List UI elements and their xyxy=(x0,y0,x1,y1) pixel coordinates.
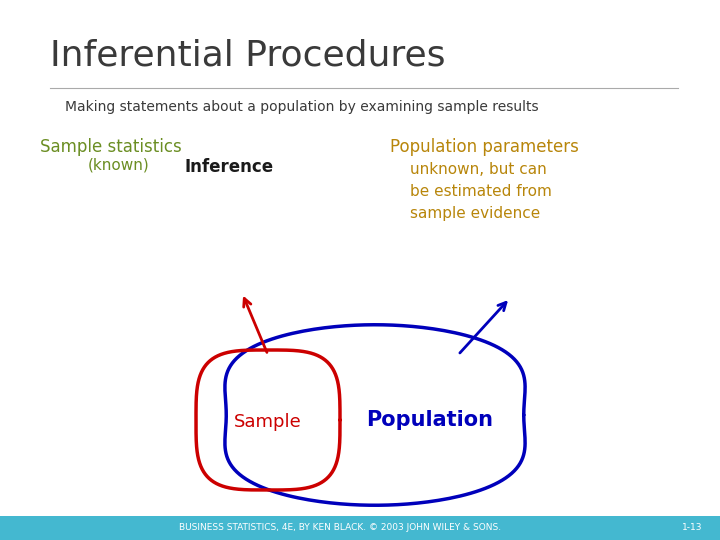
Text: Sample statistics: Sample statistics xyxy=(40,138,181,156)
Text: 1-13: 1-13 xyxy=(682,523,702,532)
Text: Making statements about a population by examining sample results: Making statements about a population by … xyxy=(65,100,539,114)
Bar xyxy=(0,516,720,540)
Text: BUSINESS STATISTICS, 4E, BY KEN BLACK. © 2003 JOHN WILEY & SONS.: BUSINESS STATISTICS, 4E, BY KEN BLACK. ©… xyxy=(179,523,501,532)
Text: Population: Population xyxy=(366,410,493,430)
Text: (known): (known) xyxy=(88,158,150,173)
Text: Sample: Sample xyxy=(234,413,302,431)
Text: Population parameters: Population parameters xyxy=(390,138,579,156)
Text: Inference: Inference xyxy=(185,158,274,176)
Text: Inferential Procedures: Inferential Procedures xyxy=(50,38,446,72)
Text: unknown, but can
be estimated from
sample evidence: unknown, but can be estimated from sampl… xyxy=(410,162,552,221)
